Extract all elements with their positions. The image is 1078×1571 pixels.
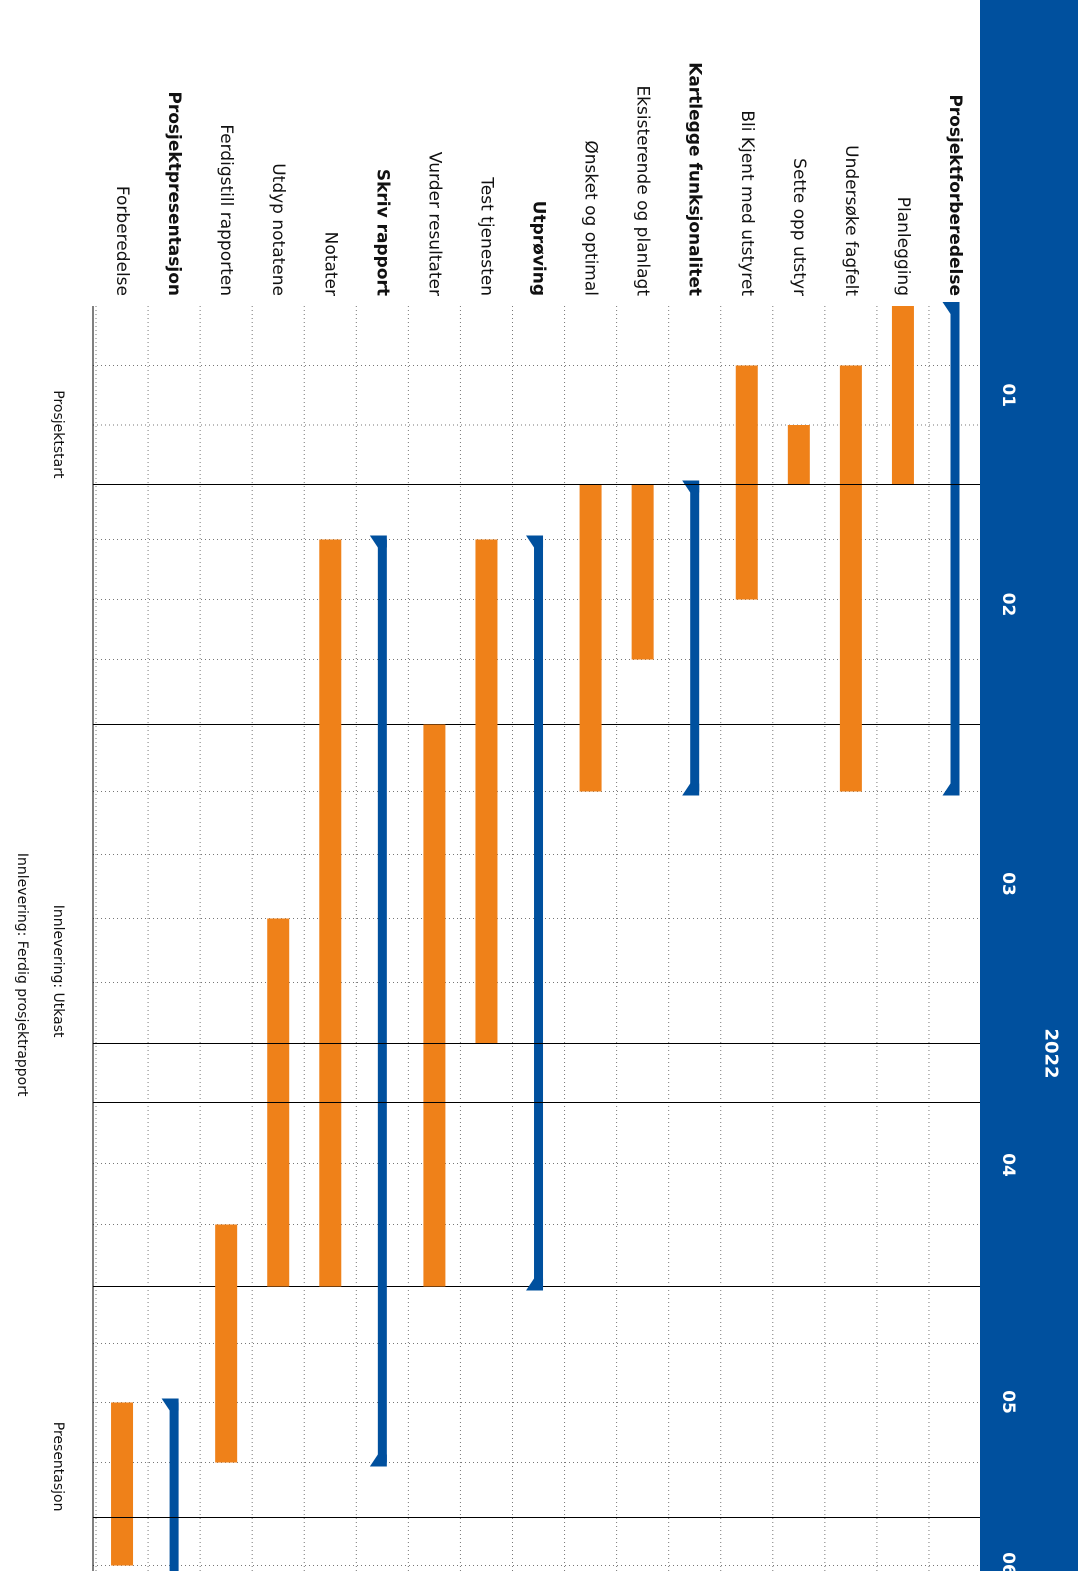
group-bar	[690, 484, 700, 792]
task-bar	[787, 425, 810, 485]
group-bar-cap-end	[526, 1278, 544, 1291]
group-bar-cap-start	[369, 535, 387, 548]
month-label: 06	[998, 1552, 1018, 1571]
group-bar	[950, 306, 960, 792]
month-label: 03	[998, 872, 1018, 896]
task-label: Utdyp notatene	[268, 163, 288, 296]
month-labels: 01 02 03 04 05 06	[998, 383, 1018, 1571]
task-label: Planlegging	[893, 197, 913, 296]
task-bar	[735, 365, 758, 600]
group-bar	[169, 1402, 179, 1571]
group-bar-cap-end	[369, 1454, 387, 1467]
task-bar	[579, 484, 602, 792]
year-label: 2022	[1041, 1028, 1062, 1078]
task-bar	[475, 539, 498, 1044]
milestone-label: Innlevering: Utkast	[50, 905, 66, 1038]
month-label: 05	[998, 1390, 1018, 1414]
calendar-header	[980, 0, 1078, 1571]
group-bar	[377, 539, 387, 1463]
bars	[111, 302, 960, 1571]
group-bar-cap-start	[942, 302, 960, 314]
milestone-label: Presentasjon	[50, 1422, 66, 1512]
task-bar	[319, 539, 342, 1287]
milestone-label: Prosjektstart	[50, 390, 66, 479]
task-label: Ferdigstill rapporten	[216, 124, 236, 296]
group-label: Prosjektforberedelse	[945, 94, 965, 296]
task-label: Forberedelse	[112, 186, 132, 296]
task-bar	[111, 1402, 134, 1566]
task-label: Bli Kjent med utstyret	[737, 110, 757, 296]
task-bar	[839, 365, 862, 792]
group-label: Skriv rapport	[372, 169, 392, 296]
group-bar-cap-end	[682, 783, 700, 796]
group-bar-cap-start	[161, 1398, 179, 1411]
row-labels: Prosjektforberedelse Planlegging Undersøke…	[112, 62, 965, 296]
group-bar	[534, 539, 544, 1287]
group-bar-cap-start	[526, 535, 544, 548]
task-label: Sette opp utstyr	[789, 158, 809, 296]
task-bar	[423, 724, 446, 1287]
task-label: Notater	[320, 232, 340, 296]
group-label: Kartlegge funksjonalitet	[685, 62, 705, 296]
group-bar-cap-end	[942, 783, 960, 796]
month-label: 02	[998, 593, 1018, 617]
month-label: 04	[998, 1153, 1018, 1177]
task-label: Test tjenesten	[476, 176, 496, 296]
task-bar	[215, 1224, 238, 1463]
task-label: Undersøke fagfelt	[841, 145, 861, 296]
milestones: Prosjektstart Innlevering: Utkast Innlever…	[14, 390, 980, 1518]
group-label: Prosjektpresentasjon	[164, 91, 184, 296]
task-label: Eksisterende og planlagt	[633, 85, 653, 296]
task-bar	[631, 484, 654, 660]
task-label: Ønsket og optimal	[581, 140, 601, 296]
task-bar	[891, 306, 914, 485]
task-label: Vurder resultater	[424, 152, 444, 296]
group-label: Utprøving	[529, 201, 549, 296]
month-label: 01	[998, 383, 1018, 407]
milestone-label: Innlevering: Ferdig prosjektrapport	[14, 853, 30, 1097]
group-bar-cap-start	[682, 480, 700, 493]
